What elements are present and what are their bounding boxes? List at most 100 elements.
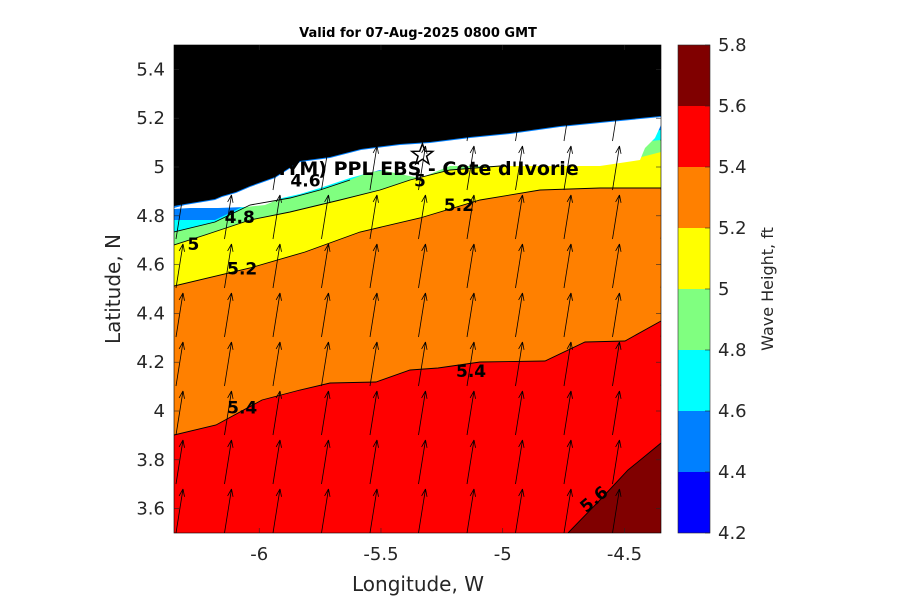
wave-direction-arrow — [175, 488, 185, 533]
wave-direction-arrow — [369, 390, 379, 436]
wave-direction-arrow — [466, 243, 476, 289]
y-axis-ticks: 3.6 3.8 4 4.2 4.4 4.6 4.8 5 5.2 5.4 — [136, 59, 661, 520]
wave-direction-arrow — [612, 47, 622, 93]
colorbar-tick-label: 4.6 — [718, 401, 747, 422]
wave-direction-arrow — [612, 341, 622, 387]
wave-direction-arrow — [321, 243, 331, 289]
y-tick-label: 4.4 — [136, 303, 165, 324]
wave-direction-arrow — [175, 390, 185, 436]
wave-direction-arrow — [418, 47, 428, 93]
wave-direction-arrow — [175, 194, 185, 240]
wave-direction-arrow — [660, 236, 661, 239]
wave-direction-arrow — [515, 292, 525, 338]
wave-direction-arrow — [612, 145, 622, 191]
wave-direction-arrow — [224, 341, 234, 387]
wave-direction-arrow — [563, 96, 573, 142]
wave-direction-arrow — [660, 187, 661, 190]
band-5.4-5.6-fill — [174, 321, 661, 533]
wave-direction-arrow — [175, 439, 185, 485]
wave-direction-arrow — [515, 145, 525, 191]
wave-direction-arrow — [563, 47, 573, 93]
plot-area — [174, 45, 661, 533]
wave-direction-arrow — [175, 341, 185, 387]
wave-direction-arrow — [563, 439, 573, 485]
wave-direction-arrow — [321, 439, 331, 485]
wave-direction-arrow — [369, 439, 379, 485]
contour-label: 5 — [188, 235, 200, 255]
colorbar-tick-label: 4.4 — [718, 462, 747, 483]
wave-direction-arrow — [466, 292, 476, 338]
wave-direction-arrow — [563, 292, 573, 338]
wave-direction-arrow — [660, 334, 661, 337]
wave-direction-arrow — [660, 285, 661, 288]
wave-direction-arrow — [321, 488, 331, 533]
y-tick-label: 3.8 — [136, 450, 165, 471]
wave-direction-arrow — [272, 194, 282, 240]
wave-direction-arrow — [515, 243, 525, 289]
colorbar-tick-label: 4.8 — [718, 340, 747, 361]
wave-direction-arrow — [369, 243, 379, 289]
x-tick-label: -4.5 — [607, 544, 642, 565]
y-tick-label: 4.6 — [136, 255, 165, 276]
y-tick-label: 5.4 — [136, 59, 165, 80]
wave-direction-arrow — [272, 47, 282, 93]
wave-direction-arrow — [563, 145, 573, 191]
wave-direction-arrow — [466, 341, 476, 387]
wave-direction-arrow — [224, 439, 234, 485]
wave-direction-arrow — [418, 488, 428, 533]
chart-title: Valid for 07-Aug-2025 0800 GMT — [299, 26, 537, 41]
contour-lines — [174, 165, 661, 533]
wave-direction-arrow — [466, 488, 476, 533]
wave-direction-arrow — [515, 194, 525, 240]
wave-direction-arrow — [563, 194, 573, 240]
wave-direction-arrow — [418, 96, 428, 142]
colorbar-band — [678, 350, 710, 411]
wave-direction-arrow — [272, 243, 282, 289]
wave-direction-arrow — [224, 243, 234, 289]
wave-direction-arrow — [418, 292, 428, 338]
wave-direction-arrow — [224, 145, 234, 191]
x-tick-label: -6 — [250, 544, 268, 565]
y-tick-label: 4.8 — [136, 206, 165, 227]
contour-label: 5.2 — [444, 196, 474, 216]
y-tick-label: 4.2 — [136, 352, 165, 373]
wave-direction-arrow — [418, 243, 428, 289]
plot-frame — [173, 44, 662, 534]
colorbar-band — [678, 167, 710, 228]
wave-direction-arrow — [612, 243, 622, 289]
land-mass — [174, 45, 661, 206]
wave-direction-arrow — [563, 390, 573, 436]
wave-direction-arrow — [321, 341, 331, 387]
wave-direction-arrow — [515, 390, 525, 436]
wave-direction-arrow — [466, 96, 476, 142]
site-label: (ONHYM) PPL EBS - Cote d'Ivorie — [229, 158, 579, 180]
wave-direction-arrow — [466, 390, 476, 436]
contour-label: 5.2 — [227, 259, 257, 279]
wave-direction-arrow — [612, 488, 622, 533]
colorbar-band — [678, 106, 710, 167]
wave-direction-arrow — [224, 96, 234, 142]
wave-direction-arrow — [321, 96, 331, 142]
wave-direction-arrow — [563, 488, 573, 533]
wave-direction-arrow — [466, 47, 476, 93]
y-axis-label: Latitude, N — [101, 234, 125, 344]
wave-direction-arrow — [660, 383, 661, 386]
colorbar-band — [678, 45, 710, 106]
wave-direction-arrow — [660, 138, 661, 141]
wave-direction-arrow — [515, 488, 525, 533]
colorbar: 4.2 4.4 4.6 4.8 5 5.2 5.4 5.6 5.8 — [677, 35, 747, 544]
wave-direction-arrow — [272, 145, 282, 191]
colorbar-tick-label: 5.4 — [718, 157, 747, 178]
y-tick-label: 5.2 — [136, 108, 165, 129]
colorbar-band — [678, 472, 710, 533]
contour-label: 4.8 — [225, 208, 255, 228]
wave-direction-arrow — [369, 145, 379, 191]
wave-direction-arrow — [272, 292, 282, 338]
wave-direction-arrow — [224, 390, 234, 436]
wave-direction-arrow — [272, 390, 282, 436]
colorbar-tick-label: 5.8 — [718, 35, 747, 56]
wave-direction-arrow — [418, 145, 428, 191]
wave-direction-arrow — [272, 488, 282, 533]
wave-direction-arrow — [660, 481, 661, 484]
